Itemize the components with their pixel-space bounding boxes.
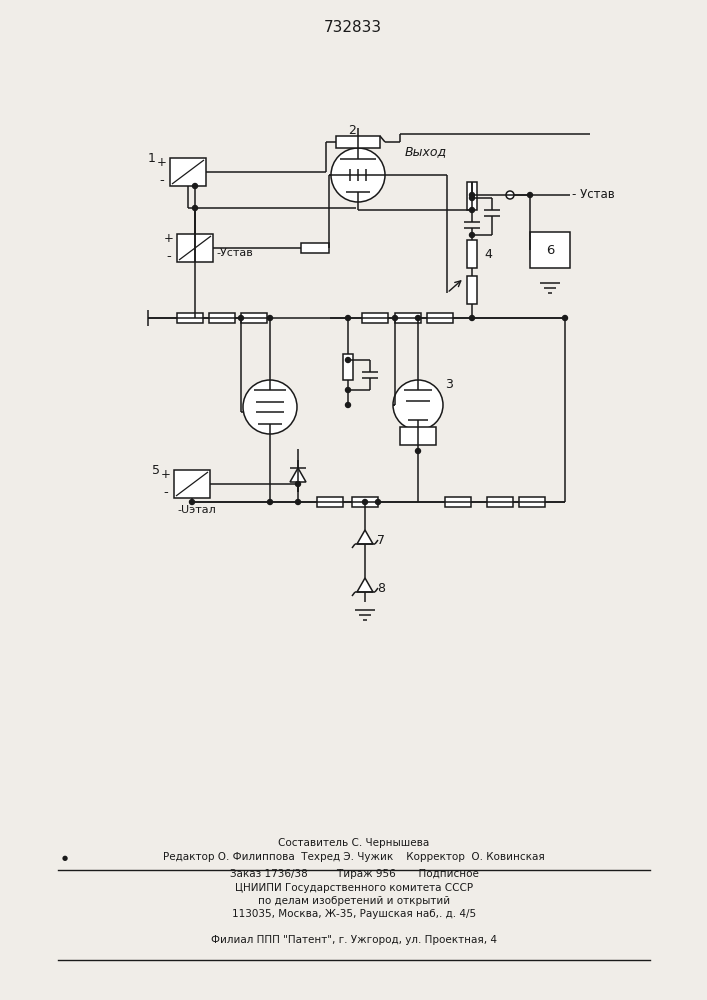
Text: +: + [157, 156, 167, 169]
Circle shape [416, 448, 421, 454]
Circle shape [189, 499, 194, 504]
Bar [467, 182, 477, 210]
Circle shape [506, 191, 514, 199]
Text: 6: 6 [546, 243, 554, 256]
Bar [301, 243, 329, 253]
Circle shape [192, 206, 197, 211]
Circle shape [346, 316, 351, 320]
Bar [177, 234, 213, 262]
Circle shape [267, 316, 272, 320]
Text: +: + [164, 232, 174, 245]
Circle shape [243, 380, 297, 434]
Text: 3: 3 [445, 378, 453, 391]
Circle shape [192, 316, 197, 320]
Circle shape [363, 499, 368, 504]
Text: Заказ 1736/38         Тираж 956       Подписное: Заказ 1736/38 Тираж 956 Подписное [230, 869, 479, 879]
Text: 7: 7 [377, 534, 385, 546]
Text: 4: 4 [484, 247, 492, 260]
Text: ЦНИИПИ Государственного комитета СССР: ЦНИИПИ Государственного комитета СССР [235, 883, 473, 893]
Circle shape [469, 316, 474, 320]
Text: Филиал ППП "Патент", г. Ужгород, ул. Проектная, 4: Филиал ППП "Патент", г. Ужгород, ул. Про… [211, 935, 497, 945]
Bar [467, 276, 477, 304]
Bar [317, 497, 343, 507]
Text: - Устав: - Устав [572, 188, 615, 202]
Text: -: - [167, 250, 171, 263]
Text: Выход: Выход [405, 145, 447, 158]
Bar [519, 497, 545, 507]
Text: ●: ● [62, 855, 68, 861]
Bar [336, 136, 380, 148]
Text: по делам изобретений и открытий: по делам изобретений и открытий [258, 896, 450, 906]
Bar [400, 427, 436, 445]
Text: Составитель С. Чернышева: Составитель С. Чернышева [279, 838, 430, 848]
Text: -: - [163, 487, 168, 499]
Circle shape [346, 358, 351, 362]
Text: 5: 5 [152, 464, 160, 477]
Bar [427, 313, 453, 323]
Circle shape [267, 499, 272, 504]
Text: Редактор О. Филиппова  Техред Э. Чужик    Корректор  О. Ковинская: Редактор О. Филиппова Техред Э. Чужик Ко… [163, 852, 545, 862]
Bar [395, 313, 421, 323]
Bar [467, 240, 477, 268]
Text: 8: 8 [377, 582, 385, 594]
Circle shape [392, 316, 397, 320]
Circle shape [469, 192, 474, 198]
Text: -Устав: -Устав [216, 248, 252, 258]
Circle shape [296, 499, 300, 504]
Text: +: + [161, 468, 171, 482]
Bar [362, 313, 388, 323]
Bar [530, 232, 570, 268]
Circle shape [346, 402, 351, 408]
Text: 732833: 732833 [324, 19, 382, 34]
Circle shape [527, 192, 532, 198]
Polygon shape [290, 468, 306, 482]
Circle shape [238, 316, 243, 320]
Circle shape [416, 316, 421, 320]
Polygon shape [357, 530, 373, 544]
Bar [241, 313, 267, 323]
Bar [177, 313, 203, 323]
Circle shape [296, 482, 300, 487]
Circle shape [469, 208, 474, 213]
Circle shape [563, 316, 568, 320]
Bar [343, 354, 353, 380]
Circle shape [331, 148, 385, 202]
Bar [487, 497, 513, 507]
Bar [352, 497, 378, 507]
Circle shape [192, 184, 197, 188]
Text: 2: 2 [348, 123, 356, 136]
Bar [209, 313, 235, 323]
Bar [174, 470, 210, 498]
Bar [445, 497, 471, 507]
Polygon shape [357, 578, 373, 592]
Text: 1: 1 [148, 151, 156, 164]
Circle shape [469, 196, 474, 200]
Text: -Uэтал: -Uэтал [177, 505, 216, 515]
Circle shape [375, 499, 380, 504]
Circle shape [346, 387, 351, 392]
Text: 113035, Москва, Ж-35, Раушская наб,. д. 4/5: 113035, Москва, Ж-35, Раушская наб,. д. … [232, 909, 476, 919]
Bar [170, 158, 206, 186]
Circle shape [469, 232, 474, 237]
Circle shape [393, 380, 443, 430]
Text: -: - [160, 174, 164, 188]
